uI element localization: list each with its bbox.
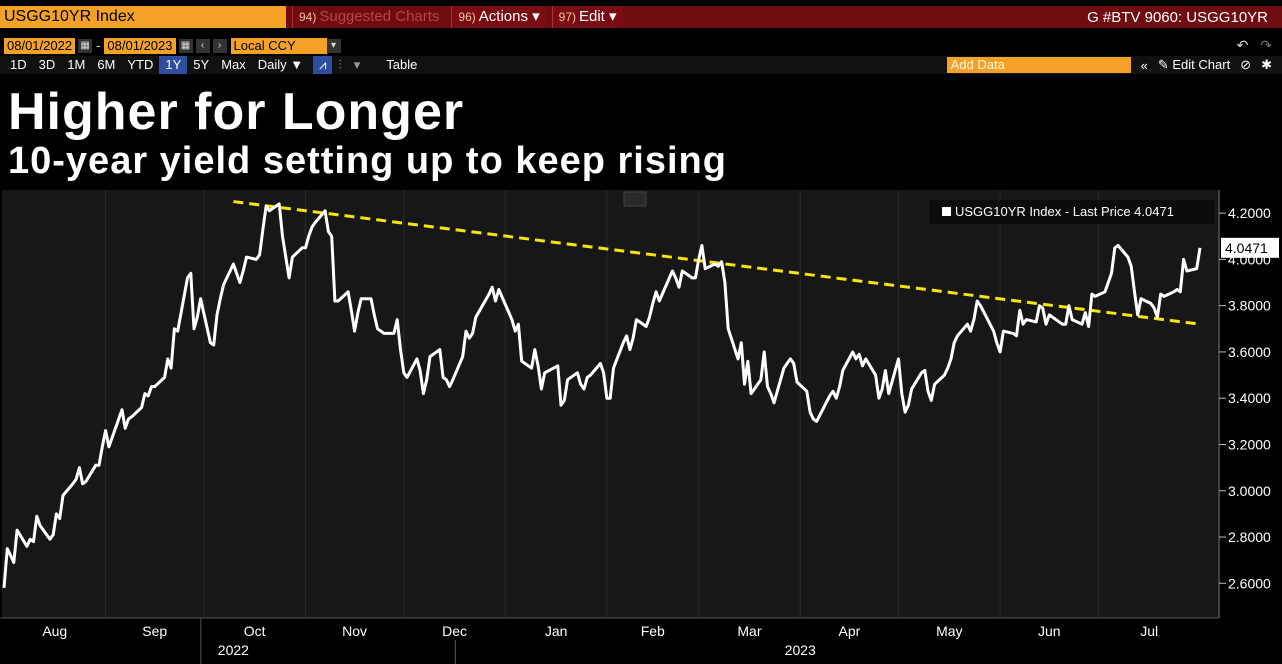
- x-tick-label: Sep: [142, 623, 167, 639]
- range-buttons: 1D 3D 1M 6M YTD 1Y 5Y Max: [4, 56, 252, 74]
- chart-menu-icon: [623, 191, 647, 207]
- y-tick-label: 3.8000: [1228, 298, 1271, 314]
- frequency-select[interactable]: Daily ▼: [257, 57, 304, 72]
- range-button-1m[interactable]: 1M: [67, 57, 86, 72]
- collapse-icon[interactable]: «: [1140, 57, 1148, 73]
- add-data-input[interactable]: Add Data: [946, 57, 1131, 73]
- x-tick-label: Apr: [838, 623, 860, 639]
- calendar-icon[interactable]: ▦: [78, 38, 93, 53]
- x-tick-label: Dec: [442, 623, 467, 639]
- x-tick-label: Feb: [641, 623, 665, 639]
- legend-swatch: [942, 207, 951, 216]
- range-button-3d[interactable]: 3D: [38, 57, 56, 72]
- y-tick-label: 3.2000: [1228, 436, 1271, 452]
- year-label: 2022: [218, 642, 249, 658]
- range-button-1d[interactable]: 1D: [10, 57, 27, 72]
- y-tick-label: 3.6000: [1228, 344, 1271, 360]
- y-tick-label: 2.8000: [1228, 529, 1271, 545]
- date-separator: -: [96, 38, 101, 53]
- x-tick-label: Jan: [545, 623, 568, 639]
- legend-label: USGG10YR Index - Last Price 4.0471: [955, 204, 1174, 219]
- y-tick-label: 3.0000: [1228, 483, 1271, 499]
- y-tick-label: 3.4000: [1228, 390, 1271, 406]
- edit-number: 97): [558, 10, 576, 24]
- actions-label: Actions ▾: [478, 8, 540, 25]
- range-button-6m[interactable]: 6M: [97, 57, 116, 72]
- redo-icon[interactable]: ↷: [1260, 37, 1272, 53]
- range-button-ytd[interactable]: YTD: [127, 57, 154, 72]
- legend-box: [930, 200, 1214, 224]
- year-label: 2023: [785, 642, 816, 658]
- date-toolbar: 08/01/2022 ▦ - 08/01/2023 ▦ ‹ › Local CC…: [0, 37, 1282, 54]
- series-line: [2, 202, 1202, 589]
- pencil-icon: ✎: [1157, 57, 1169, 72]
- last-price-flag: [1221, 237, 1279, 258]
- y-tick-label: 2.6000: [1228, 575, 1271, 591]
- x-tick-label: Mar: [737, 623, 761, 639]
- x-tick-label: Jul: [1140, 623, 1158, 639]
- chart-title: Higher for Longer: [8, 83, 465, 141]
- line-chart-icon[interactable]: ⩘: [313, 56, 333, 74]
- x-tick-label: Oct: [244, 623, 266, 639]
- table-button[interactable]: Table: [386, 57, 418, 72]
- edit-chart-button[interactable]: ✎ Edit Chart: [1158, 57, 1230, 73]
- top-toolbar: USGG10YR Index 94) Suggested Charts 96) Ac…: [0, 6, 1282, 28]
- chevron-right-icon[interactable]: ›: [212, 38, 227, 53]
- plot-area: [2, 190, 1218, 618]
- settings-icon[interactable]: ✱: [1261, 57, 1272, 72]
- chevron-down-icon[interactable]: ▾: [326, 38, 341, 53]
- range-button-5y[interactable]: 5Y: [193, 57, 210, 72]
- bar-chart-icon[interactable]: ⫶: [338, 57, 342, 72]
- x-tick-label: Aug: [42, 623, 67, 639]
- actions-menu[interactable]: 96) Actions ▾: [451, 6, 546, 28]
- start-date-field[interactable]: 08/01/2022: [4, 37, 76, 54]
- range-button-max[interactable]: Max: [221, 57, 246, 72]
- function-title: G #BTV 9060: USGG10YR: [1087, 8, 1268, 26]
- annotate-icon[interactable]: ⊘: [1240, 57, 1252, 72]
- edit-menu[interactable]: 97) Edit ▾: [551, 6, 623, 28]
- x-tick-label: May: [936, 623, 962, 639]
- currency-select[interactable]: Local CCY: [230, 37, 327, 54]
- actions-number: 96): [458, 10, 476, 24]
- chevron-down-small-icon[interactable]: ▾: [353, 57, 361, 72]
- chevron-left-icon[interactable]: ‹: [195, 38, 210, 53]
- range-toolbar: 1D 3D 1M 6M YTD 1Y 5Y Max Daily ▼ ⩘ ⫶ ▾ Table A…: [0, 56, 1282, 74]
- chart-subtitle: 10-year yield setting up to keep rising: [8, 140, 727, 182]
- undo-icon[interactable]: ↶: [1236, 37, 1249, 53]
- trendline: [233, 200, 1201, 326]
- x-tick-label: Jun: [1038, 623, 1061, 639]
- x-tick-label: Nov: [342, 623, 367, 639]
- y-tick-label: 4.2000: [1228, 205, 1271, 221]
- suggested-charts-number: 94): [299, 10, 317, 24]
- edit-label: Edit ▾: [579, 8, 617, 25]
- calendar-end-icon[interactable]: ▦: [178, 38, 193, 53]
- end-date-field[interactable]: 08/01/2023: [104, 37, 176, 54]
- suggested-charts-menu[interactable]: 94) Suggested Charts: [292, 6, 446, 28]
- ticker-field[interactable]: USGG10YR Index: [0, 6, 286, 28]
- edit-chart-label: Edit Chart: [1172, 57, 1231, 72]
- suggested-charts-label: Suggested Charts: [319, 8, 440, 25]
- range-button-1y[interactable]: 1Y: [159, 56, 188, 74]
- last-price-label: 4.0471: [1225, 240, 1268, 256]
